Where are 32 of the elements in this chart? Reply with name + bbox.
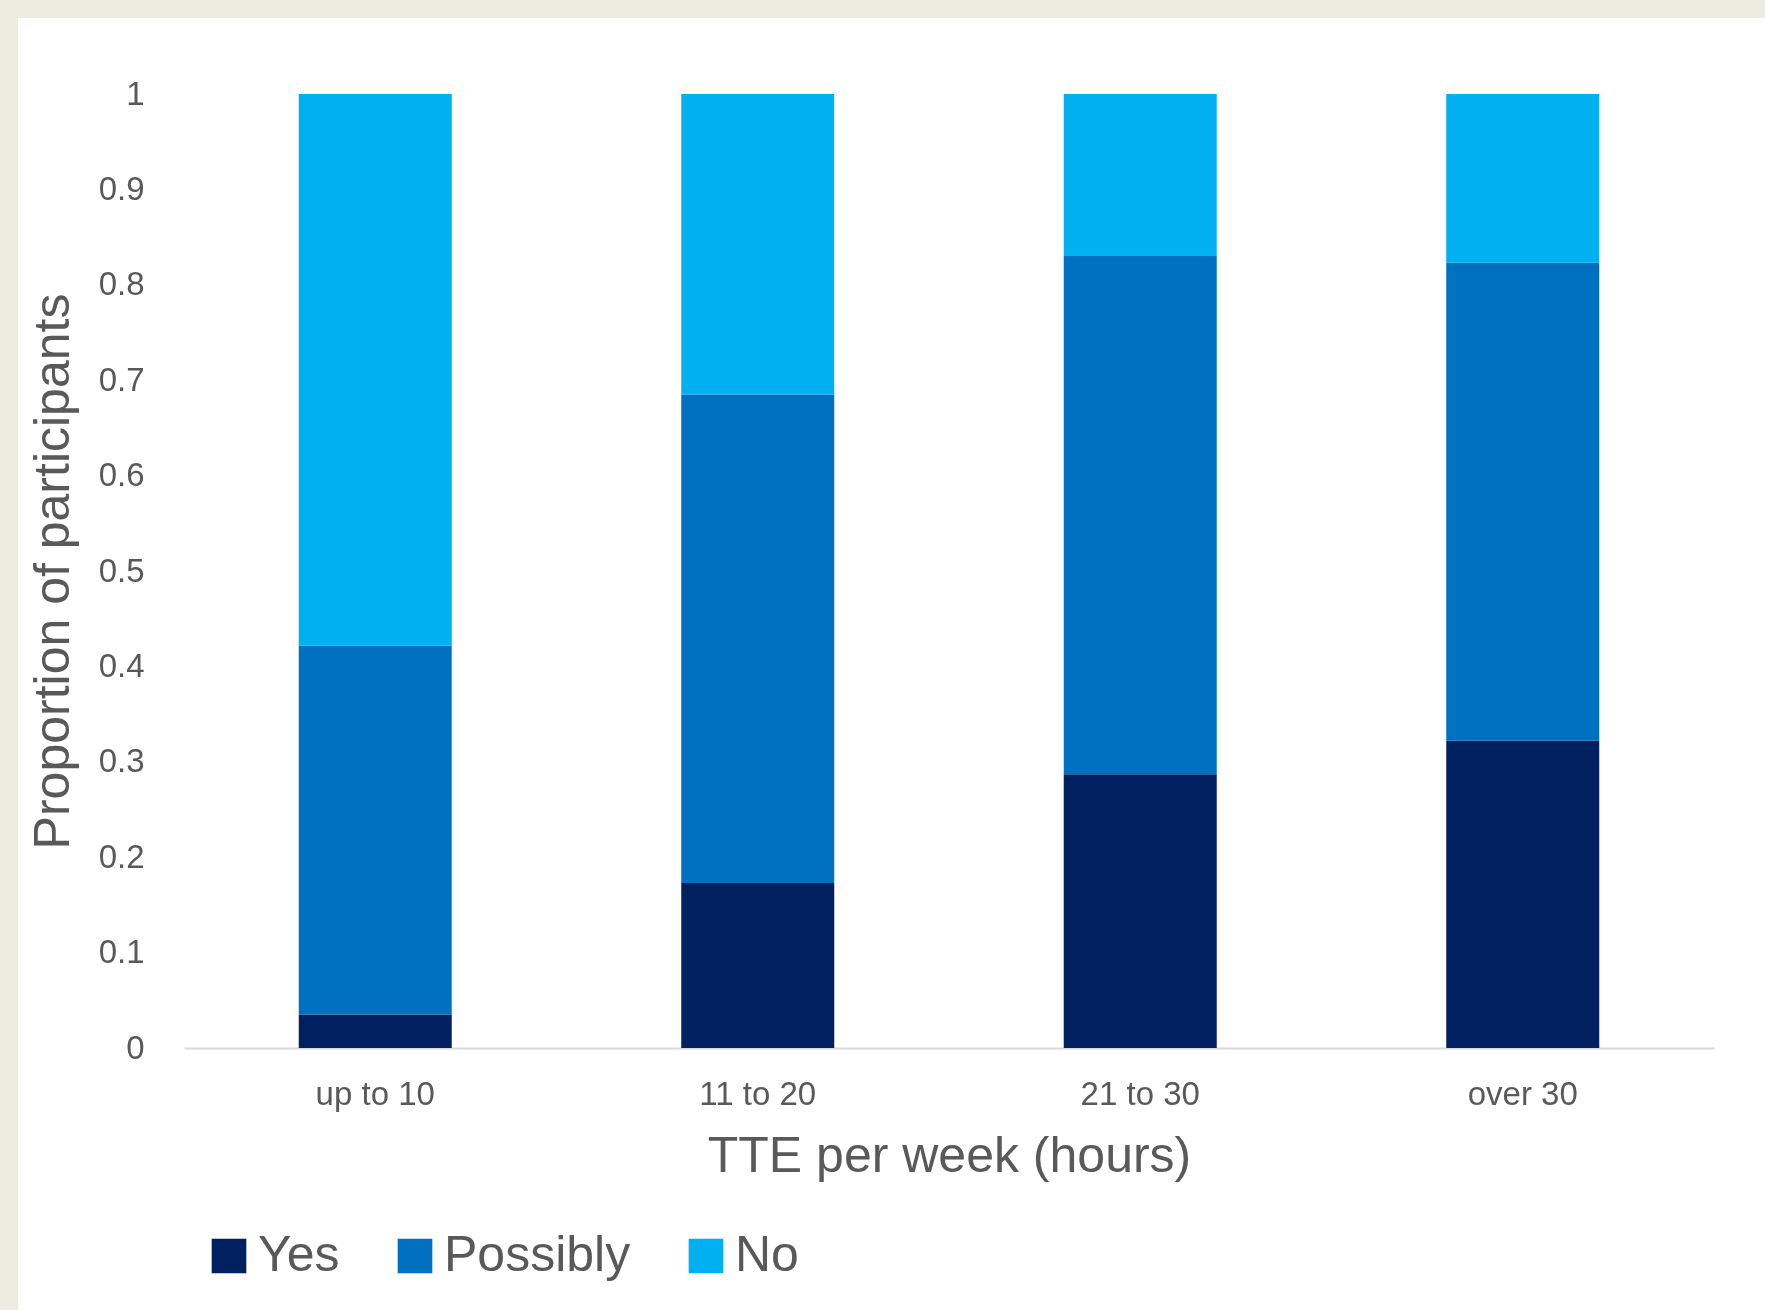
y-tick-label: 0.1 xyxy=(98,933,145,971)
y-axis-title: Proportion of participants xyxy=(23,293,80,850)
y-tick-label: 0 xyxy=(126,1028,145,1066)
legend-label: Yes xyxy=(258,1226,340,1282)
bar xyxy=(1446,740,1600,1048)
bar xyxy=(1063,255,1217,775)
legend-label: Possibly xyxy=(444,1226,631,1282)
y-tick-label: 0.8 xyxy=(98,265,145,303)
x-tick-label: 21 to 30 xyxy=(1080,1074,1200,1112)
y-tick-label: 0.4 xyxy=(98,646,145,684)
x-axis-title: TTE per week (hours) xyxy=(707,1126,1192,1183)
bar xyxy=(681,394,835,883)
bar xyxy=(1063,774,1217,1048)
x-tick-label: up to 10 xyxy=(315,1074,435,1112)
bar xyxy=(298,645,452,1015)
y-tick-label: 0.3 xyxy=(98,742,145,780)
legend-label: No xyxy=(735,1226,799,1282)
y-tick-label: 0.9 xyxy=(98,169,145,207)
bar xyxy=(1063,94,1217,256)
bar xyxy=(298,94,452,646)
y-tick-label: 1 xyxy=(126,74,145,112)
bar xyxy=(1446,94,1600,263)
y-tick-label: 0.6 xyxy=(98,456,145,494)
bar xyxy=(681,882,835,1048)
y-tick-label: 0.2 xyxy=(98,837,145,875)
y-tick-label: 0.5 xyxy=(98,551,145,589)
bar xyxy=(681,94,835,395)
bar xyxy=(1446,262,1600,741)
bar xyxy=(298,1014,452,1048)
x-tick-label: over 30 xyxy=(1467,1074,1578,1112)
y-tick-label: 0.7 xyxy=(98,360,145,398)
x-tick-label: 11 to 20 xyxy=(699,1074,817,1112)
